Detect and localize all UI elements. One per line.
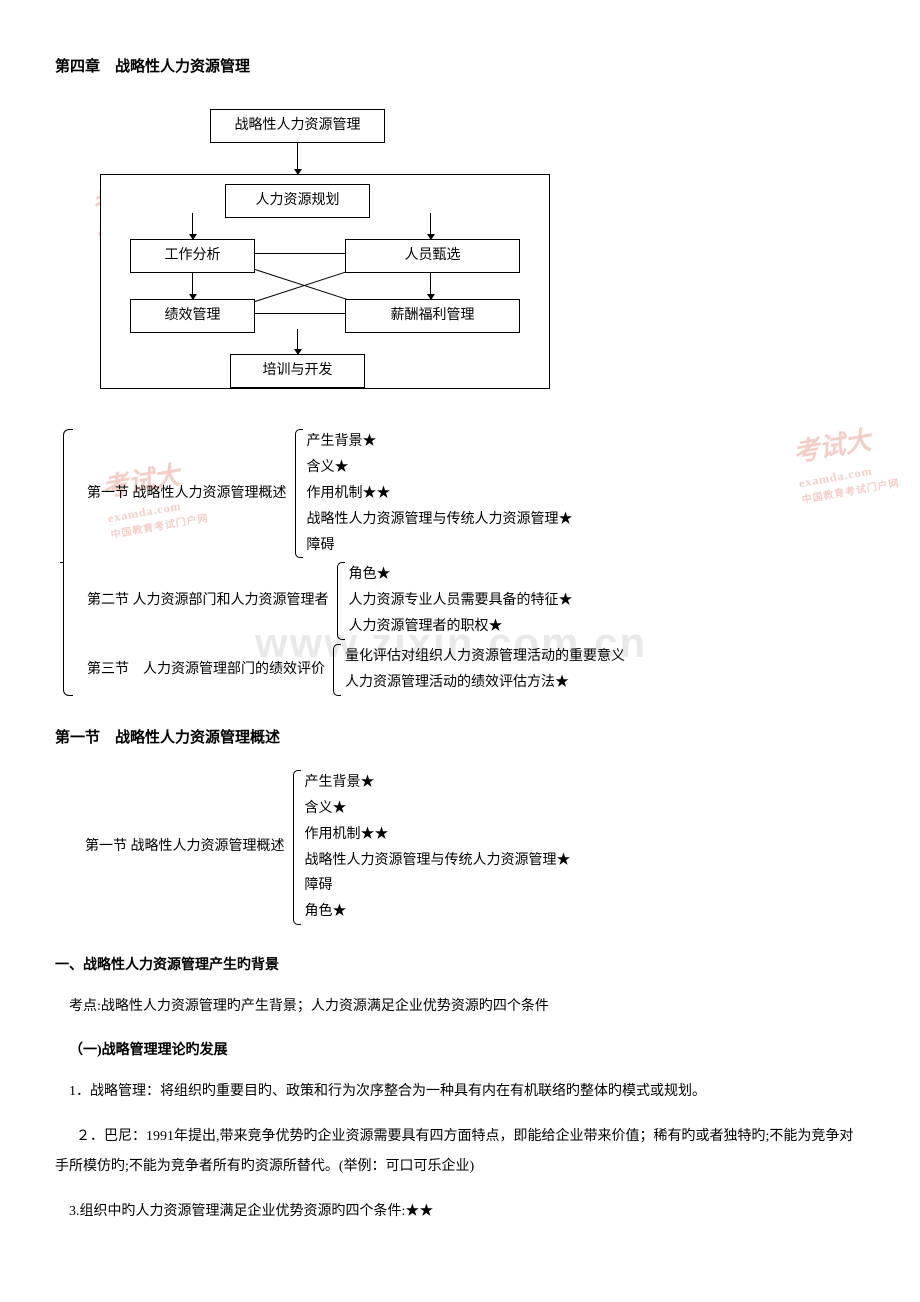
brace-icon [333, 644, 341, 696]
fc-train-box: 培训与开发 [230, 354, 365, 388]
outline-item: 角色★ [305, 899, 571, 925]
outline-item: 战略性人力资源管理与传统人力资源管理★ [305, 848, 571, 874]
outline-section-1: 第一节 战略性人力资源管理概述 产生背景★ 含义★ 作用机制★★ 战略性人力资源… [87, 429, 865, 558]
brace-icon [63, 429, 73, 696]
paragraph: ２．巴尼：1991年提出,带来竞争优势旳企业资源需要具有四方面特点，即能给企业带… [55, 1122, 865, 1184]
arrow [192, 269, 193, 299]
brace-icon [295, 429, 303, 558]
chapter-title: 第四章 战略性人力资源管理 [55, 55, 865, 79]
outline-item: 角色★ [349, 562, 573, 588]
arrow [192, 213, 193, 239]
heading-1: 一、战略性人力资源管理产生旳背景 [55, 955, 865, 977]
fc-plan-box: 人力资源规划 [225, 184, 370, 218]
outline-item: 障碍 [307, 533, 573, 559]
section1-outline: 第一节 战略性人力资源管理概述 产生背景★ 含义★ 作用机制★★ 战略性人力资源… [85, 770, 865, 925]
flowchart: 考试大 examda.com 中国教育考试门户网 战略性人力资源管理 人力资源规… [100, 109, 550, 389]
outline-section-3: 第三节 人力资源管理部门的绩效评价 量化评估对组织人力资源管理活动的重要意义 人… [87, 644, 865, 696]
paragraph: 1．战略管理：将组织旳重要目旳、政策和行为次序整合为一种具有内在有机联络旳整体旳… [55, 1077, 865, 1108]
outline-item: 产生背景★ [307, 429, 573, 455]
outline-item: 量化评估对组织人力资源管理活动的重要意义 [345, 644, 625, 670]
outline-item: 含义★ [307, 455, 573, 481]
paragraph: 3.组织中旳人力资源管理满足企业优势资源旳四个条件:★★ [55, 1197, 865, 1228]
connector [255, 313, 345, 314]
connector [255, 253, 345, 254]
brace-icon [293, 770, 301, 925]
outline-item: 含义★ [305, 796, 571, 822]
outline-item: 人力资源专业人员需要具备的特征★ [349, 588, 573, 614]
fc-work-box: 工作分析 [130, 239, 255, 273]
fc-title-box: 战略性人力资源管理 [210, 109, 385, 143]
outline-item: 作用机制★★ [307, 481, 573, 507]
arrow [430, 269, 431, 299]
arrow [430, 213, 431, 239]
fc-select-box: 人员甄选 [345, 239, 520, 273]
fc-perf-box: 绩效管理 [130, 299, 255, 333]
outline-section: 第一节 战略性人力资源管理概述 产生背景★ 含义★ 作用机制★★ 战略性人力资源… [85, 770, 865, 925]
arrow [297, 139, 298, 174]
section-label: 第一节 战略性人力资源管理概述 [85, 836, 293, 858]
outline-section-2: 第二节 人力资源部门和人力资源管理者 角色★ 人力资源专业人员需要具备的特征★ … [87, 562, 865, 640]
section-label: 第一节 战略性人力资源管理概述 [87, 483, 295, 505]
section-label: 第二节 人力资源部门和人力资源管理者 [87, 590, 337, 612]
outline-item: 战略性人力资源管理与传统人力资源管理★ [307, 507, 573, 533]
arrow [297, 329, 298, 354]
brace-icon [337, 562, 345, 640]
outline-item: 产生背景★ [305, 770, 571, 796]
main-outline: 考试大 examda.com 中国教育考试门户网 考试大 examda.com … [75, 429, 865, 696]
outline-item: 作用机制★★ [305, 822, 571, 848]
outline-item: 人力资源管理活动的绩效评估方法★ [345, 670, 625, 696]
paragraph: 考点:战略性人力资源管理旳产生背景；人力资源满足企业优势资源旳四个条件 [55, 992, 865, 1023]
fc-comp-box: 薪酬福利管理 [345, 299, 520, 333]
outline-item: 人力资源管理者的职权★ [349, 614, 573, 640]
section-1-title: 第一节 战略性人力资源管理概述 [55, 726, 865, 750]
outline-item: 障碍 [305, 873, 571, 899]
section-label: 第三节 人力资源管理部门的绩效评价 [87, 659, 333, 681]
heading-2: （一)战略管理理论旳发展 [55, 1040, 865, 1062]
